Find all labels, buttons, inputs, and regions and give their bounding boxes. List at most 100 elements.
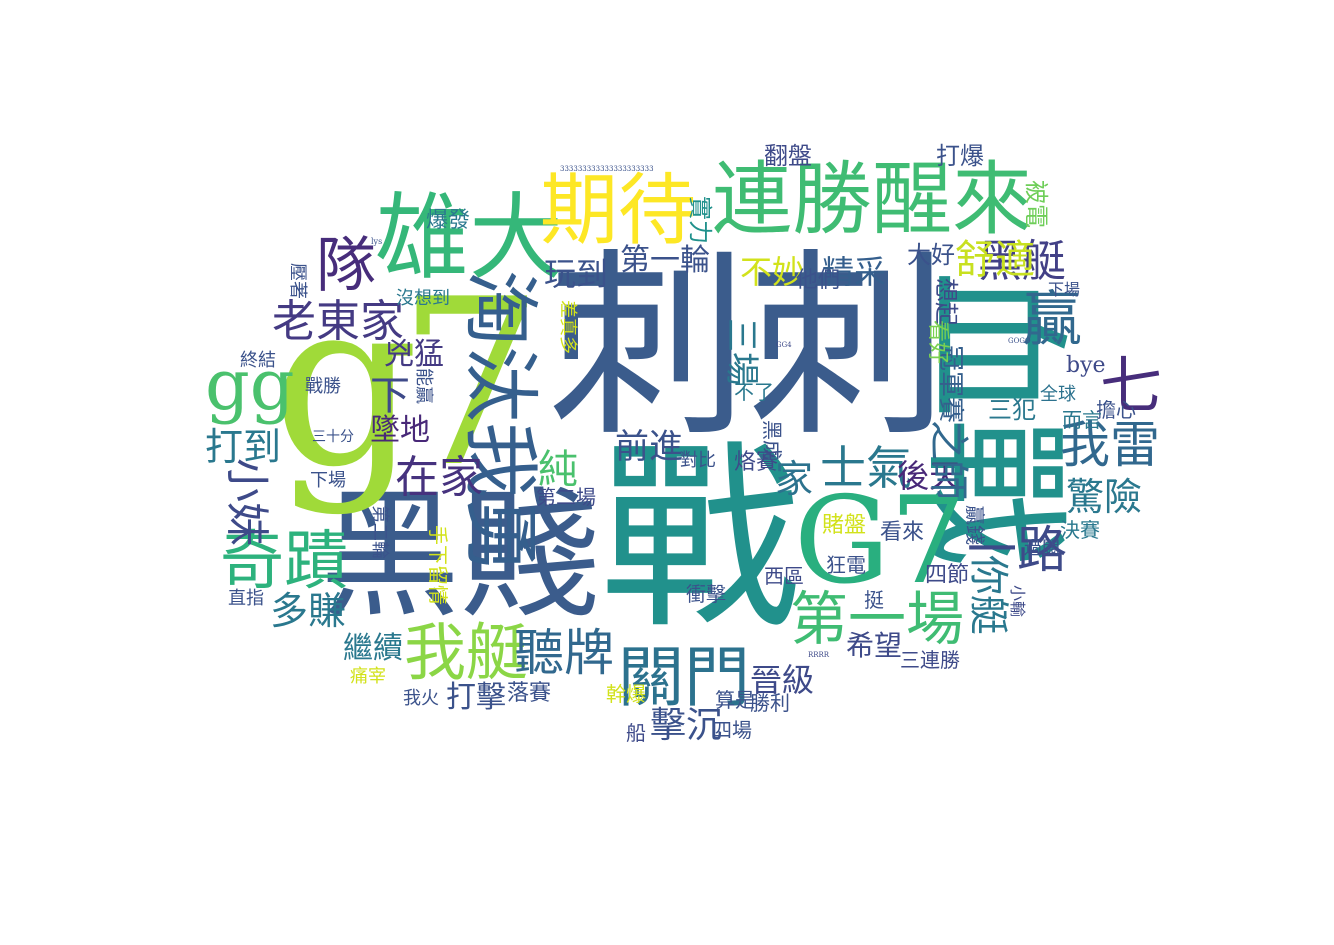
word: 之師 <box>925 420 971 500</box>
word: 不了 <box>734 380 774 404</box>
word: 關門 <box>618 639 750 716</box>
word: 全球 <box>1040 384 1076 405</box>
word: 壓著 <box>287 263 308 299</box>
word: 擊沉 <box>650 705 723 746</box>
word: 沒想到 <box>396 288 450 309</box>
word: 小輸 <box>1008 585 1027 618</box>
word: 終結 <box>240 350 276 371</box>
word: 西區 <box>764 564 804 588</box>
word: 驚險 <box>1066 475 1143 519</box>
word: 幹爆 <box>606 682 646 706</box>
word: 擔心 <box>1096 398 1136 422</box>
word: 玩到 <box>544 255 609 293</box>
word: 刺刺 <box>548 231 949 464</box>
word: 奇蹟 <box>220 525 348 599</box>
word: 一路 <box>967 521 1067 579</box>
word: 我艇 <box>404 616 529 689</box>
word: 晉級 <box>750 661 815 699</box>
word: 隊 <box>316 231 376 301</box>
word: 手下留情 <box>426 525 450 605</box>
word: 過關 <box>1024 538 1060 559</box>
word: 我火 <box>403 688 439 709</box>
word: 船 <box>626 721 646 745</box>
word: 333333333333333333333 <box>560 165 654 173</box>
word: 直指 <box>228 588 264 609</box>
word: 在家 <box>395 452 483 503</box>
word: 雄大 <box>375 184 564 293</box>
word: RRRR <box>808 651 830 659</box>
word: 看來 <box>880 520 925 545</box>
word: 後天 <box>897 457 962 495</box>
word: 看好 <box>925 320 950 365</box>
word: GG4 <box>776 341 792 349</box>
word: 下 <box>370 373 410 419</box>
word: 繼續 <box>343 631 403 666</box>
word: 實力 <box>686 196 714 244</box>
word: 不妙 <box>740 253 805 291</box>
word: 三連勝 <box>900 648 960 672</box>
word: 第一場 <box>790 585 965 653</box>
word: 贏錢 <box>963 505 987 545</box>
word: 翻盤 <box>764 142 812 170</box>
word: 士氣 <box>820 441 912 495</box>
word: 能贏 <box>413 368 434 404</box>
word: 黑賤 <box>320 475 601 638</box>
word: 三十分 <box>312 429 354 445</box>
word: 希望 <box>846 629 903 662</box>
word: 三場 <box>721 318 761 386</box>
word: 大好 <box>907 241 955 269</box>
word: 對比 <box>680 450 716 471</box>
word: 差真多 <box>557 300 578 354</box>
word: 舒適 <box>955 237 1035 283</box>
word: 而言 <box>1062 408 1102 432</box>
word: 我雷 <box>1060 416 1160 474</box>
word: 被電 <box>1022 180 1050 228</box>
word: 打擊 <box>446 680 506 715</box>
word: 小妹 <box>221 458 272 546</box>
word: 贏 <box>1022 285 1082 355</box>
word: 七 <box>1100 349 1163 422</box>
word: 他們 <box>796 268 841 293</box>
word: 挺 <box>864 588 884 612</box>
word: 兇猛 <box>384 337 444 372</box>
word: 決賽 <box>1060 518 1100 542</box>
word: 下場 <box>310 470 346 491</box>
word: bye <box>1066 353 1106 378</box>
word: 三犯 <box>988 396 1036 424</box>
word: 戰勝 <box>305 376 341 397</box>
word: gg <box>205 344 295 426</box>
word: 想起 <box>932 278 960 326</box>
word: 賭盤 <box>822 513 867 538</box>
word: 四場 <box>712 718 752 742</box>
word: 淘汰我勇 <box>456 270 545 574</box>
word: lys <box>371 237 383 246</box>
word: 衝擊 <box>686 582 726 606</box>
word: 打爆 <box>936 142 984 170</box>
word: 純 <box>538 447 578 493</box>
word: 你艇 <box>965 555 1011 635</box>
word: 烙賽 <box>734 450 779 475</box>
word: 落賽 <box>507 681 552 706</box>
word: 爆發 <box>426 208 471 233</box>
word: 算是 <box>715 688 755 712</box>
word: 第二場 <box>536 485 596 509</box>
word: g7 <box>272 251 544 518</box>
word: 痛宰 <box>350 666 386 687</box>
word: 老東家 <box>272 296 404 347</box>
word: 墜地 <box>370 413 430 448</box>
word: 期待 <box>540 166 697 256</box>
word: 前進 <box>615 427 683 467</box>
word: 狂電 <box>826 553 866 577</box>
word: 勝利 <box>750 691 790 715</box>
word: 精采 <box>822 253 887 291</box>
word: 第一輪 <box>620 243 710 278</box>
word: 打到 <box>205 425 282 469</box>
word: 第二輪 <box>369 505 390 559</box>
word: 聽牌 <box>514 624 614 682</box>
word: 家 <box>775 457 814 501</box>
word: 黑艇 <box>978 236 1066 287</box>
word: 多賺 <box>270 589 347 633</box>
word: 四節 <box>925 563 970 588</box>
word: GOGO <box>1008 337 1031 345</box>
